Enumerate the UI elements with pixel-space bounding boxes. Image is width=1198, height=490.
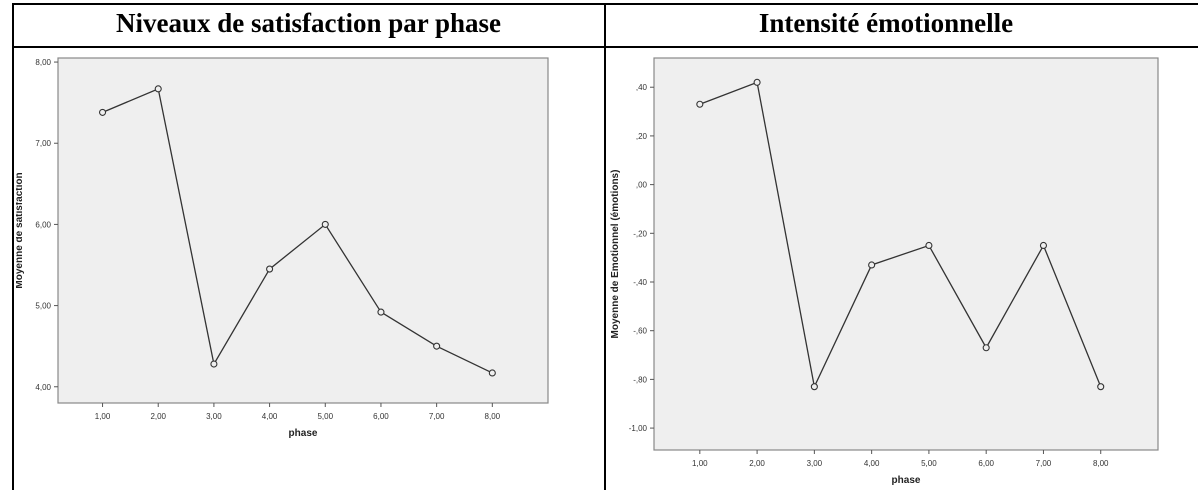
x-tick-label: 8,00 (1093, 459, 1109, 468)
y-tick-label: -1,00 (629, 424, 648, 433)
series-line (699, 81, 1102, 389)
data-point (377, 308, 385, 316)
y-tick-label: -,20 (633, 229, 647, 238)
data-point (154, 85, 162, 93)
data-point (488, 369, 496, 377)
series-line (102, 87, 493, 374)
y-tick-label: -,80 (633, 375, 647, 384)
x-tick-label: 4,00 (864, 459, 880, 468)
y-tick-label: 6,00 (35, 220, 51, 229)
plot-area (653, 57, 1159, 451)
x-tick-label: 3,00 (807, 459, 823, 468)
data-point (982, 344, 990, 352)
x-tick-label: 2,00 (150, 412, 166, 421)
data-point (210, 360, 218, 368)
data-point (696, 100, 704, 108)
data-point (1039, 241, 1048, 250)
satisfaction-line-chart: 4,00 5,00 6,00 7,00 8,00 1,00 2,00 3,00 4,00 5,00… (16, 57, 549, 439)
x-tick-label: 8,00 (485, 412, 501, 421)
data-point (868, 261, 876, 269)
y-axis-label: Moyenne de Emotionnel (émotions) (610, 170, 621, 339)
data-point (925, 241, 933, 250)
data-point (266, 265, 274, 273)
y-tick-label: ,00 (636, 181, 648, 190)
data-point (98, 108, 107, 116)
table-center-border (604, 3, 606, 490)
x-tick-label: 1,00 (692, 459, 708, 468)
plot-area (57, 57, 549, 404)
y-tick-label: 5,00 (35, 302, 51, 311)
x-tick-label: 4,00 (262, 412, 278, 421)
x-tick-label: 2,00 (749, 459, 765, 468)
y-tick-label: ,40 (636, 83, 648, 92)
y-tick-label: -,40 (633, 278, 647, 287)
data-point (321, 220, 329, 228)
y-axis-label: Moyenne de satisfaction (16, 172, 25, 288)
left-chart-header: Niveaux de satisfaction par phase (115, 7, 502, 38)
data-point (1097, 383, 1105, 391)
x-tick-label: 7,00 (1036, 459, 1052, 468)
data-point (810, 383, 818, 391)
y-tick-label: 8,00 (35, 58, 51, 67)
x-tick-label: 6,00 (978, 459, 994, 468)
x-axis-label: phase (892, 475, 921, 486)
emotion-line-chart: -1,00 -,80 -,60 -,40 -,20 ,00 ,20 ,40 1,00 2,00 3,… (610, 57, 1159, 486)
right-chart-header: Intensité émotionnelle (758, 7, 1014, 38)
y-tick-label: -,60 (633, 327, 647, 336)
y-tick-label: ,20 (636, 132, 648, 141)
x-tick-label: 6,00 (373, 412, 389, 421)
table-left-border (12, 3, 14, 490)
x-tick-label: 3,00 (206, 412, 222, 421)
y-tick-label: 4,00 (35, 383, 51, 392)
x-axis-label: phase (289, 428, 318, 439)
x-tick-label: 5,00 (317, 412, 333, 421)
data-point (753, 78, 761, 86)
y-tick-label: 7,00 (35, 139, 51, 148)
data-point (433, 342, 441, 350)
x-tick-label: 7,00 (429, 412, 445, 421)
x-tick-label: 1,00 (95, 412, 111, 421)
x-tick-label: 5,00 (921, 459, 937, 468)
